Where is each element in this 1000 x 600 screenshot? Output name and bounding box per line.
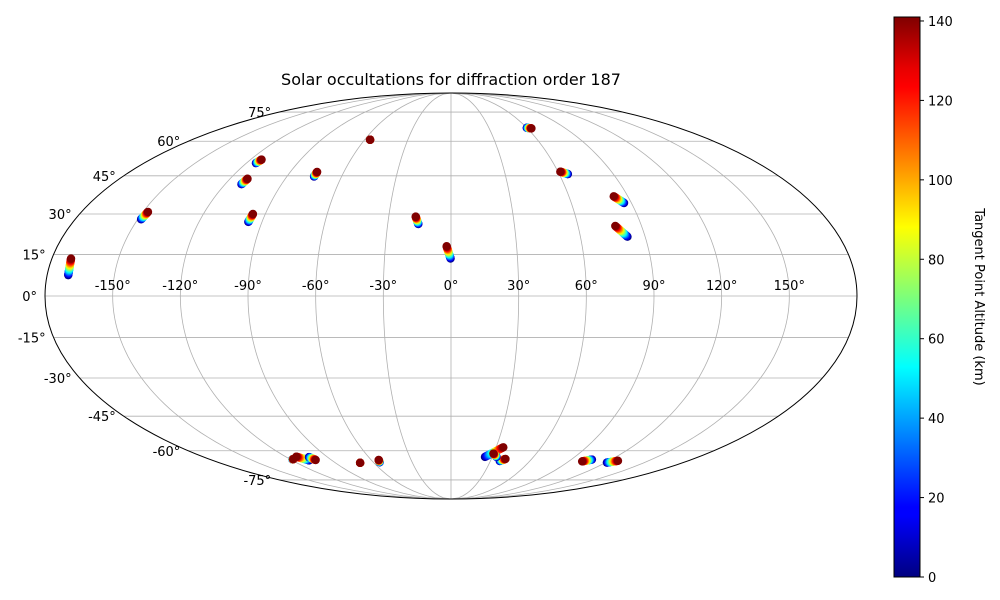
data-point — [442, 242, 451, 251]
longitude-tick-label: 30° — [507, 279, 530, 294]
data-point — [312, 167, 322, 177]
data-point — [248, 209, 258, 219]
colorbar-tick-label: 140 — [928, 15, 953, 30]
latitude-tick-label: 0° — [22, 290, 37, 305]
longitude-tick-label: -150° — [95, 279, 131, 294]
chart-title: Solar occultations for diffraction order… — [281, 70, 621, 89]
latitude-tick-label: -30° — [44, 372, 72, 387]
occultation-track — [442, 242, 455, 263]
occultation-track — [136, 207, 153, 224]
occultation-points — [64, 123, 632, 468]
data-point — [292, 452, 301, 461]
data-point — [577, 457, 587, 466]
graticule — [45, 93, 857, 499]
data-point — [365, 135, 375, 144]
latitude-tick-label: 75° — [248, 106, 271, 121]
data-point — [501, 454, 510, 464]
longitude-tick-label: 60° — [575, 279, 598, 294]
longitude-tick-label: 0° — [444, 279, 459, 294]
longitude-tick-labels: -150° -120° -90° -60° -30° 0° 30° 60° 90° 120° 150… — [95, 279, 805, 294]
colorbar-tick-label: 60 — [928, 333, 945, 348]
occultation-track — [495, 454, 510, 466]
data-point — [609, 192, 618, 201]
longitude-tick-label: 150° — [774, 279, 805, 294]
occultation-track — [251, 155, 266, 168]
colorbar-ticks: 0 20 40 60 80 100 120 140 — [920, 15, 953, 586]
data-point — [489, 449, 498, 458]
occultation-track — [304, 452, 320, 465]
colorbar-tick-label: 80 — [928, 253, 945, 268]
colorbar-tick-label: 0 — [928, 571, 936, 586]
latitude-tick-labels: -75° -60° -45° -30° -15° 0° 15° 30° 45° 60° 75° — [18, 106, 271, 489]
occultation-track — [556, 167, 573, 179]
longitude-tick-label: 120° — [706, 279, 737, 294]
data-point — [311, 455, 320, 465]
occultation-track — [64, 254, 76, 280]
longitude-tick-label: -60° — [302, 279, 330, 294]
occultation-track — [602, 456, 623, 467]
data-point — [556, 167, 565, 176]
latitude-tick-label: -15° — [18, 332, 46, 347]
colorbar-gradient — [893, 16, 921, 578]
colorbar-label: Tangent Point Altitude (km) — [971, 207, 986, 385]
latitude-tick-label: -45° — [88, 410, 116, 425]
occultation-track — [522, 123, 536, 133]
occultation-track — [237, 174, 252, 189]
data-point — [527, 124, 536, 133]
colorbar-tick-label: 100 — [928, 174, 953, 189]
data-point — [411, 212, 420, 221]
latitude-tick-label: 45° — [93, 170, 116, 185]
occultation-track — [411, 212, 423, 229]
latitude-tick-label: 15° — [23, 248, 46, 263]
occultation-track — [609, 192, 629, 208]
data-point — [611, 221, 620, 231]
colorbar-tick-label: 120 — [928, 94, 953, 109]
occultation-track — [489, 449, 501, 462]
occultation-track — [244, 209, 258, 227]
data-point — [355, 458, 365, 468]
data-point — [613, 456, 623, 465]
latitude-tick-label: 60° — [157, 135, 180, 150]
longitude-tick-label: -120° — [162, 279, 198, 294]
occultation-track — [611, 221, 632, 241]
longitude-tick-label: -30° — [369, 279, 397, 294]
longitude-tick-label: 90° — [642, 279, 665, 294]
occultation-track — [577, 455, 597, 466]
colorbar: 0 20 40 60 80 100 120 140 Tangent Point Altitud… — [893, 15, 986, 586]
data-point — [143, 207, 153, 217]
data-point — [257, 155, 266, 164]
latitude-tick-label: -60° — [153, 445, 181, 460]
data-point — [374, 455, 383, 465]
longitude-tick-label: -90° — [234, 279, 262, 294]
latitude-tick-label: -75° — [243, 474, 271, 489]
colorbar-tick-label: 40 — [928, 412, 945, 427]
map-outline — [44, 92, 858, 500]
data-point — [499, 443, 508, 452]
occultation-track — [309, 167, 322, 181]
occultation-track — [374, 455, 384, 467]
data-point — [66, 254, 76, 263]
latitude-tick-label: 30° — [49, 208, 72, 223]
colorbar-tick-label: 20 — [928, 492, 945, 507]
data-point — [243, 174, 252, 183]
occultation-track — [365, 135, 375, 144]
occultation-track — [355, 458, 365, 468]
